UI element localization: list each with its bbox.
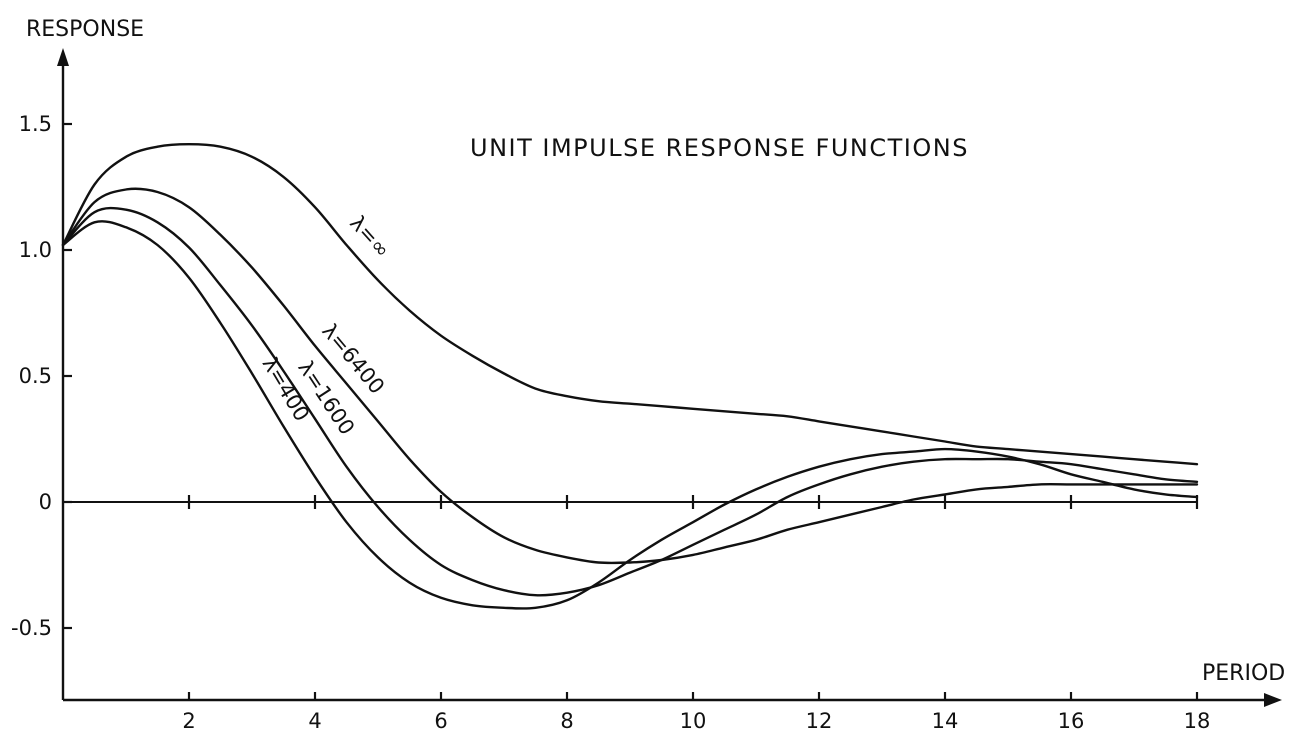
x-tick-label: 16 [1058,709,1085,733]
series-line-lambda-6400 [61,187,1199,565]
labels: UNIT IMPULSE RESPONSE FUNCTIONS RESPONSE… [11,17,1285,733]
y-tick-label: 0.5 [19,364,52,388]
y-tick-label: 1.5 [19,112,52,136]
y-tick-label: 0 [39,490,52,514]
x-tick-label: 12 [806,709,833,733]
ticks [63,122,1199,700]
series-line-lambda-infinity [61,143,1199,466]
series-line-lambda-1600 [61,206,1199,597]
series-line-lambda-400 [61,220,1199,610]
series-group [61,143,1199,610]
axes [57,48,1282,707]
y-axis-arrow [57,48,69,66]
y-axis-title: RESPONSE [26,17,144,42]
x-tick-label: 6 [434,709,447,733]
x-axis-title: PERIOD [1202,661,1285,686]
x-tick-label: 8 [560,709,573,733]
x-tick-label: 14 [932,709,959,733]
chart-title: UNIT IMPULSE RESPONSE FUNCTIONS [470,134,969,162]
series-label-lambda-infinity: λ=∞ [345,211,395,262]
x-tick-label: 10 [680,709,707,733]
x-axis-arrow [1264,693,1282,707]
x-tick-label: 2 [182,709,195,733]
x-tick-label: 4 [308,709,321,733]
x-tick-label: 18 [1184,709,1211,733]
y-tick-label: -0.5 [11,616,52,640]
y-tick-label: 1.0 [19,238,52,262]
